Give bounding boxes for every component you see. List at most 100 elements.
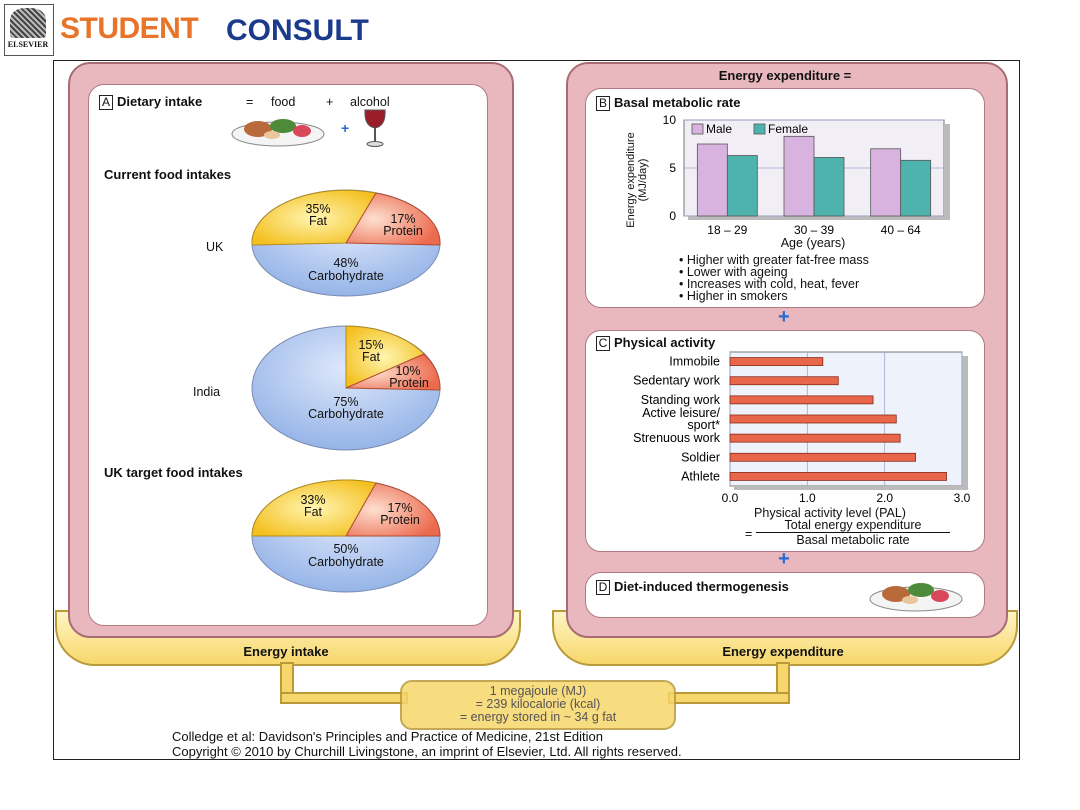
uk-fat-pct: 35% [305,202,331,216]
plus-icon: + [341,120,350,136]
expenditure-pipe [776,662,790,700]
pal-bar [729,433,901,443]
x-tick-label: 1.0 [799,491,816,505]
y-tick-label: Soldier [681,450,720,464]
legend-swatch [753,123,766,135]
plot-shadow [944,124,950,220]
pal-eq: = [745,527,753,541]
pal-bar [729,376,839,386]
energy-expenditure-label: Energy expenditure [722,644,844,659]
bar-male [783,135,815,217]
section-a-letter: A [99,95,113,110]
target-fat-name: Fat [303,505,323,519]
uk-carb-name: Carbohydrate [308,269,384,283]
bmr-bullet: • Increases with cold, heat, fever [679,277,860,291]
x-tick-label: 0.0 [722,491,739,505]
y-tick-label: Immobile [669,355,720,369]
pie-india [251,325,441,451]
bmr-xlabel: Age (years) [780,236,846,250]
bmr-ylabel: Energy expenditure (MJ/day) [625,132,649,228]
brand-student: STUDENT [60,12,199,45]
pie-uk-target [251,479,441,593]
x-tick-label: 2.0 [876,491,893,505]
conversion-line1: 1 megajoule (MJ) [489,684,587,698]
plot-shadow [688,216,948,220]
uk-fat-name: Fat [308,214,328,228]
wine-glass-icon [364,109,386,147]
section-b-letter: B [596,96,610,111]
pal-bar [729,452,917,462]
elsevier-tree-icon [10,8,46,38]
intake-pipe [280,662,294,700]
uk-protein-pct: 17% [390,212,416,226]
pal-bar [729,357,824,366]
section-b-header: B Basal metabolic rate [596,95,740,111]
credit-line1: Colledge et al: Davidson's Principles an… [172,729,603,744]
y-tick-label: Strenuous work [633,431,721,445]
credit-line2: Copyright © 2010 by Churchill Livingston… [172,744,682,759]
y-tick-label: Athlete [681,469,720,483]
bmr-bar-chart: 0 5 10 18 – 29 30 – 39 40 – 64 Male Female [663,113,950,237]
intake-plus: + [326,95,334,109]
target-protein-name: Protein [380,513,420,527]
pal-bar [729,395,874,405]
pal-xlabel: Physical activity level (PAL) [754,506,906,520]
plus-c-d: + [778,548,790,570]
section-c-header: C Physical activity [596,335,715,351]
plot-shadow [962,356,968,490]
intake-eq: = [246,95,254,109]
target-carb-name: Carbohydrate [308,555,384,569]
india-carb-name: Carbohydrate [308,407,384,421]
section-c-title: Physical activity [614,335,716,350]
target-carb-pct: 50% [333,542,359,556]
india-protein-name: Protein [389,376,429,390]
energy-intake-label: Energy intake [243,644,329,659]
y-tick-label: 5 [669,161,676,175]
pal-bar [729,414,897,424]
legend-label: Male [706,122,732,136]
legend-label: Female [768,122,808,136]
section-c-letter: C [596,336,610,351]
section-d-letter: D [596,580,610,595]
legend-swatch [691,123,704,135]
x-tick-label: 30 – 39 [794,223,834,237]
india-fat-name: Fat [361,350,381,364]
bar-male [870,148,902,217]
publisher-name: ELSEVIER [7,40,49,49]
plot-shadow [734,486,966,490]
pie-uk [251,189,441,297]
x-tick-label: 18 – 29 [707,223,747,237]
bar-female [813,157,845,217]
intake-pipe-h [280,692,408,704]
y-tick-label: Active leisure/ [642,406,720,420]
y-tick-label: Sedentary work [633,374,721,388]
section-d-header: D Diet-induced thermogenesis [596,579,789,595]
food-plate-icon [231,119,325,147]
section-d-title: Diet-induced thermogenesis [614,579,789,594]
india-fat-pct: 15% [358,338,384,352]
y-tick-label: sport* [687,418,720,432]
x-tick-label: 3.0 [954,491,971,505]
section-b-title: Basal metabolic rate [614,95,741,110]
intake-food: food [271,95,296,109]
uk-protein-name: Protein [383,224,423,238]
dietary-intake-title: Dietary intake [117,94,203,109]
expenditure-title: Energy expenditure = [718,68,852,83]
pal-numerator: Total energy expenditure [756,519,950,533]
uk-carb-pct: 48% [333,256,359,270]
india-protein-pct: 10% [395,364,421,378]
expenditure-pipe-h [668,692,790,704]
thermogenesis-plate-icon [869,583,963,612]
bar-female [900,159,932,217]
intake-alcohol: alcohol [350,95,390,109]
bmr-bullet: • Higher with greater fat-free mass [679,253,869,267]
y-tick-label: 10 [663,113,677,127]
x-tick-label: 40 – 64 [881,223,921,237]
bar-female [726,155,758,217]
pal-bar-chart: 0.0 1.0 2.0 3.0 Immobile Sedentary work Standi… [633,351,971,505]
target-fat-pct: 33% [300,493,326,507]
brand-consult: CONSULT [226,14,369,47]
y-tick-label: Standing work [641,393,721,407]
bmr-bullet: • Higher in smokers [679,289,788,303]
